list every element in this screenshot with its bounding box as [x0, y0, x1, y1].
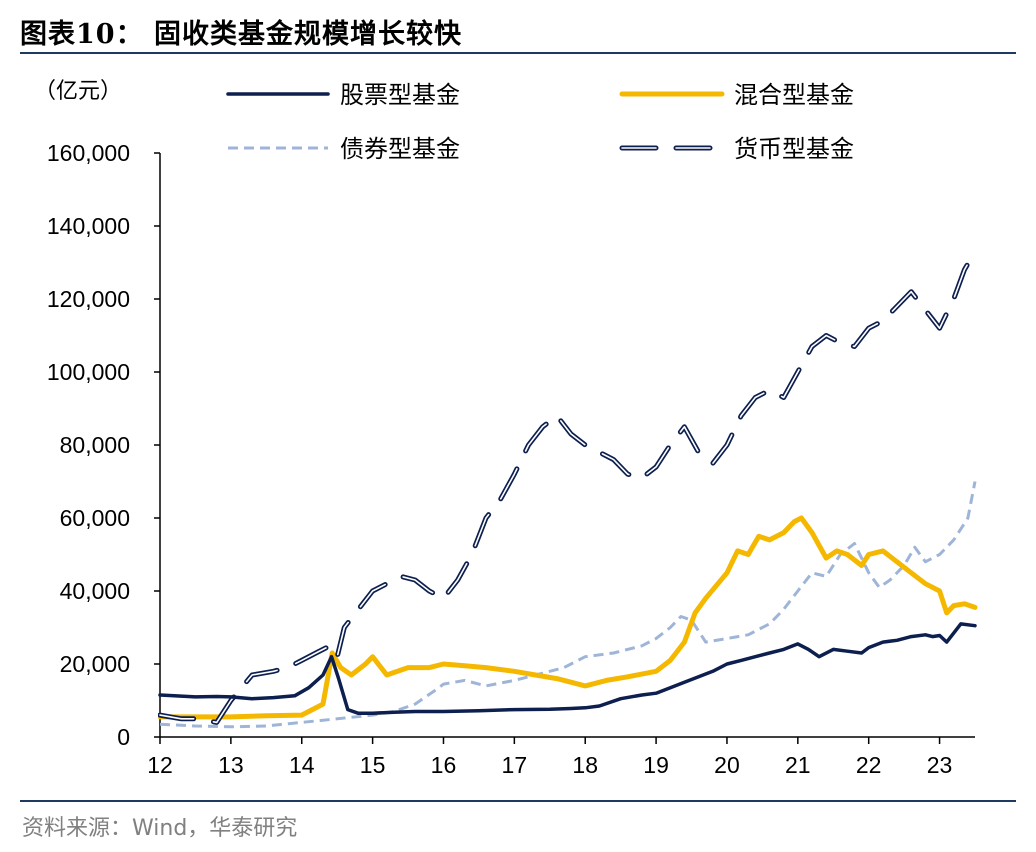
legend-label: 债券型基金	[340, 135, 460, 163]
series-line-2	[158, 515, 978, 720]
legend-label: 货币型基金	[734, 135, 854, 163]
y-tick-label: 80,000	[60, 432, 130, 458]
x-tick-label: 13	[218, 752, 244, 778]
series-layer	[158, 249, 978, 729]
title-divider	[20, 52, 1016, 54]
chart-axes: 0 20,000 40,000 60,000 80,000 100,000 120,000 1…	[47, 140, 975, 778]
legend-label: 股票型基金	[340, 81, 460, 109]
legend-label: 混合型基金	[734, 81, 854, 109]
source-note: 资料来源：Wind，华泰研究	[22, 816, 298, 841]
x-tick-label: 17	[502, 752, 528, 778]
x-tick-label: 18	[572, 752, 598, 778]
chart-title: 图表10： 固收类基金规模增长较快	[20, 19, 462, 50]
x-tick-label: 20	[714, 752, 740, 778]
y-tick-label: 160,000	[47, 140, 130, 166]
series-line-1	[158, 622, 977, 716]
x-tick-label: 21	[785, 752, 811, 778]
y-tick-label: 0	[117, 724, 130, 750]
x-tick-label: 12	[147, 752, 173, 778]
y-tick-label: 20,000	[60, 651, 130, 677]
x-tick-label: 23	[927, 752, 953, 778]
footer-divider	[20, 800, 1016, 802]
x-tick-label: 16	[431, 752, 457, 778]
x-tick-label: 22	[856, 752, 882, 778]
y-tick-label: 100,000	[47, 359, 130, 385]
x-tick-label: 19	[643, 752, 669, 778]
y-tick-label: 120,000	[47, 286, 130, 312]
x-tick-label: 14	[289, 752, 315, 778]
x-tick-label: 15	[360, 752, 386, 778]
series-line-3	[159, 481, 977, 729]
series-line-4	[158, 249, 978, 725]
y-tick-label: 40,000	[60, 578, 130, 604]
y-axis-unit: （亿元）	[34, 79, 122, 104]
y-tick-label: 140,000	[47, 213, 130, 239]
y-tick-label: 60,000	[60, 505, 130, 531]
